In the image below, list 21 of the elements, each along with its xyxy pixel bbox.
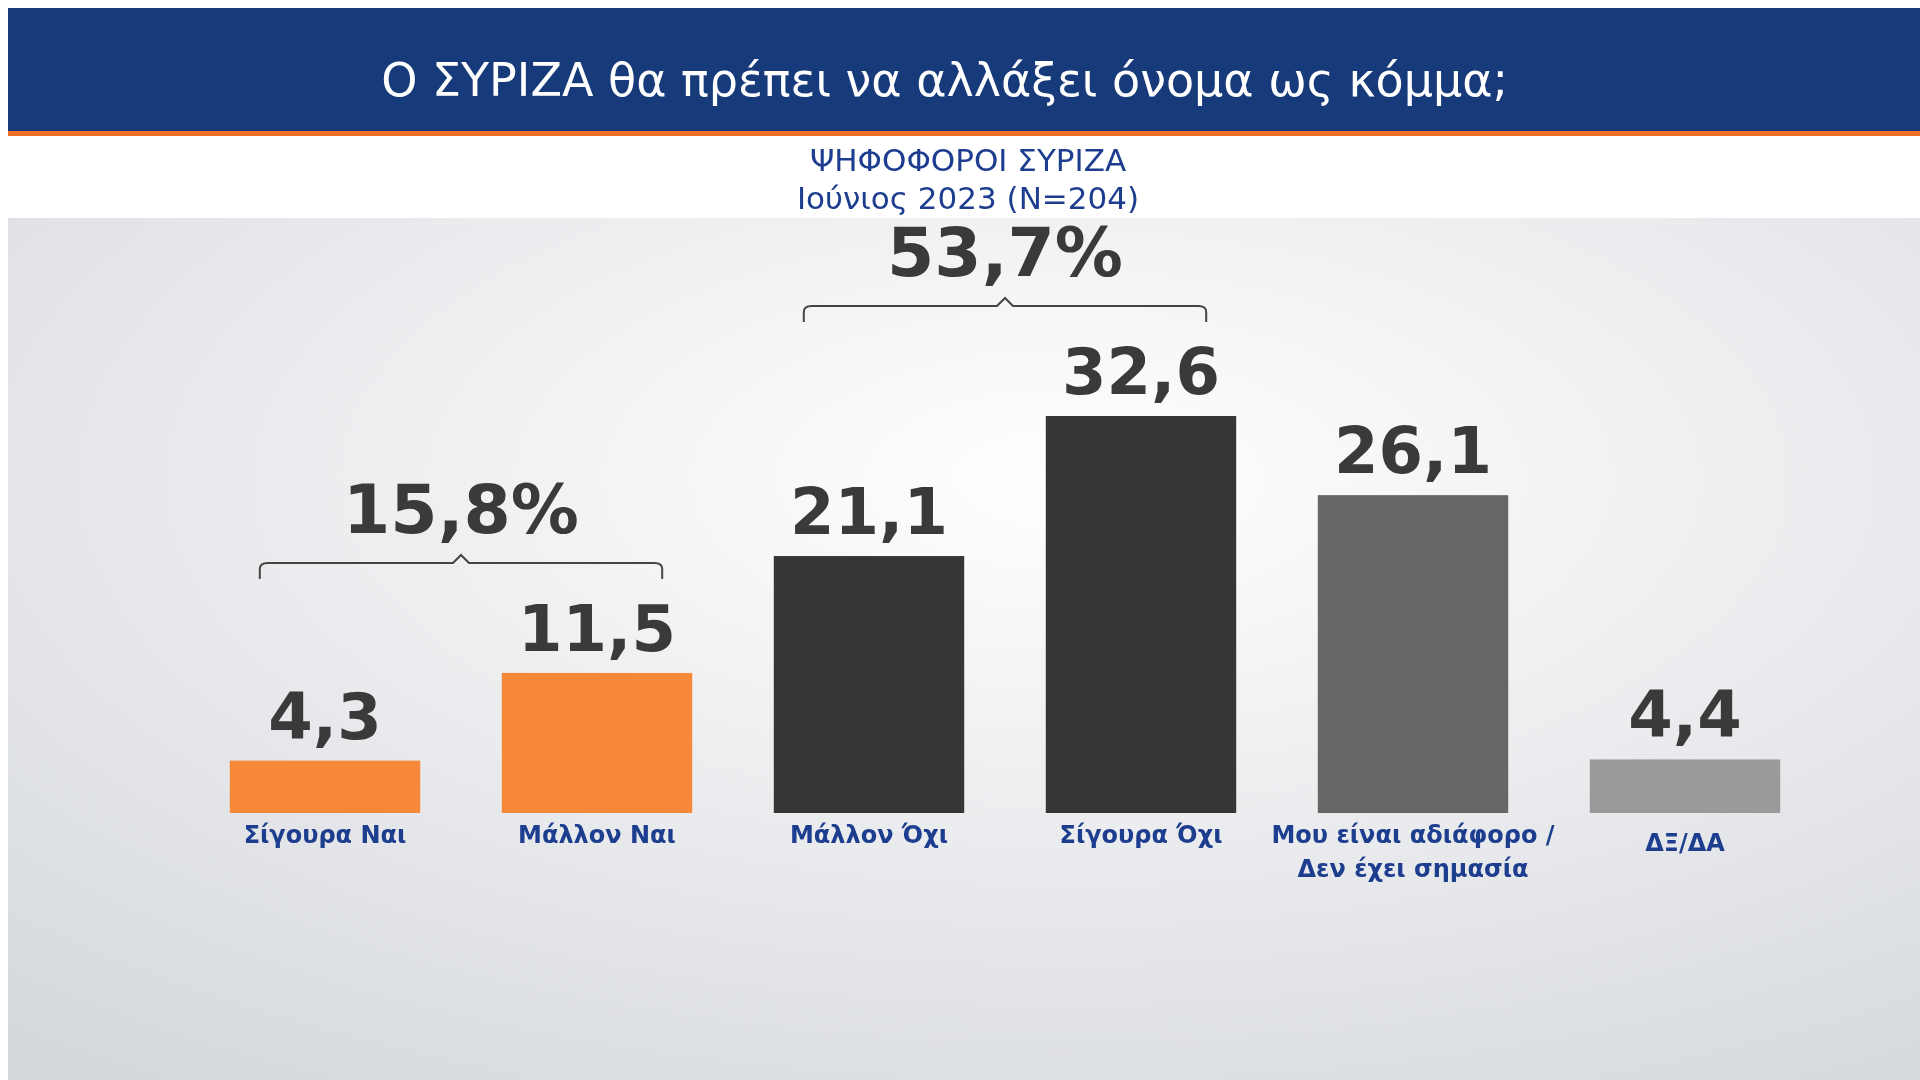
data-label: 11,5 [518,591,676,666]
data-label: 26,1 [1334,414,1492,489]
data-label: 21,1 [790,475,948,550]
bar [501,672,693,813]
bar [1317,495,1509,813]
bar [773,556,965,813]
x-tick-label: Σίγουρα Ναι [243,821,407,849]
data-label: 4,4 [1628,678,1742,753]
bar [1045,416,1237,813]
bar [1589,759,1781,813]
chart-subtitle: ΨΗΦΟΦΟΡΟΙ ΣΥΡΙΖΑ Ιούνιος 2023 (N=204) [796,142,1140,216]
x-tick-label: Μου είναι αδιάφορο / Δεν έχει σημασία [1271,821,1555,883]
x-tick-label: Μάλλον Ναι [518,821,676,849]
data-label: 32,6 [1062,335,1220,409]
annotation: 15,8% [343,469,579,549]
x-tick-label: Μάλλον Όχι [789,821,949,849]
x-tick-label: ΔΞ/ΔΑ [1645,829,1726,857]
bar [229,760,421,813]
x-tick-label: Σίγουρα Όχι [1059,821,1223,849]
chart-title: Ο ΣΥΡΙΖΑ θα πρέπει να αλλάξει όνομα ως κόμμα; [381,53,1508,107]
data-label: 4,3 [268,679,382,754]
